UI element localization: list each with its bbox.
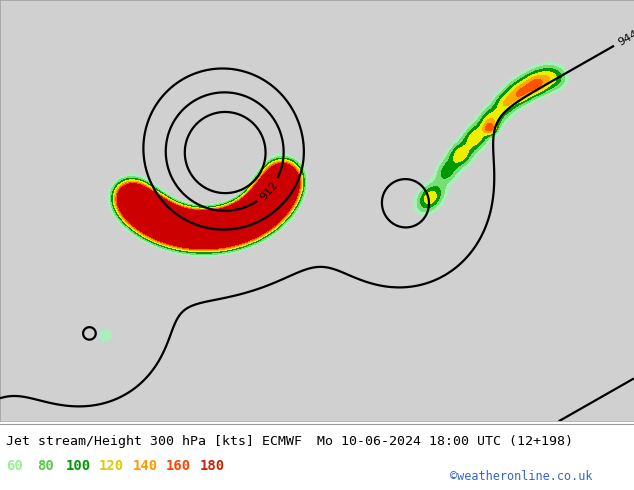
Text: 140: 140 <box>133 459 158 472</box>
Text: 160: 160 <box>166 459 191 472</box>
Text: 60: 60 <box>6 459 23 472</box>
Text: Jet stream/Height 300 hPa [kts] ECMWF: Jet stream/Height 300 hPa [kts] ECMWF <box>6 435 302 447</box>
Text: 944: 944 <box>616 28 634 48</box>
Text: Mo 10-06-2024 18:00 UTC (12+198): Mo 10-06-2024 18:00 UTC (12+198) <box>317 435 573 447</box>
Text: ©weatheronline.co.uk: ©weatheronline.co.uk <box>450 470 593 483</box>
Text: 912: 912 <box>258 180 280 202</box>
Text: 100: 100 <box>65 459 91 472</box>
Text: 80: 80 <box>37 459 53 472</box>
Text: 180: 180 <box>200 459 225 472</box>
Text: 120: 120 <box>98 459 124 472</box>
